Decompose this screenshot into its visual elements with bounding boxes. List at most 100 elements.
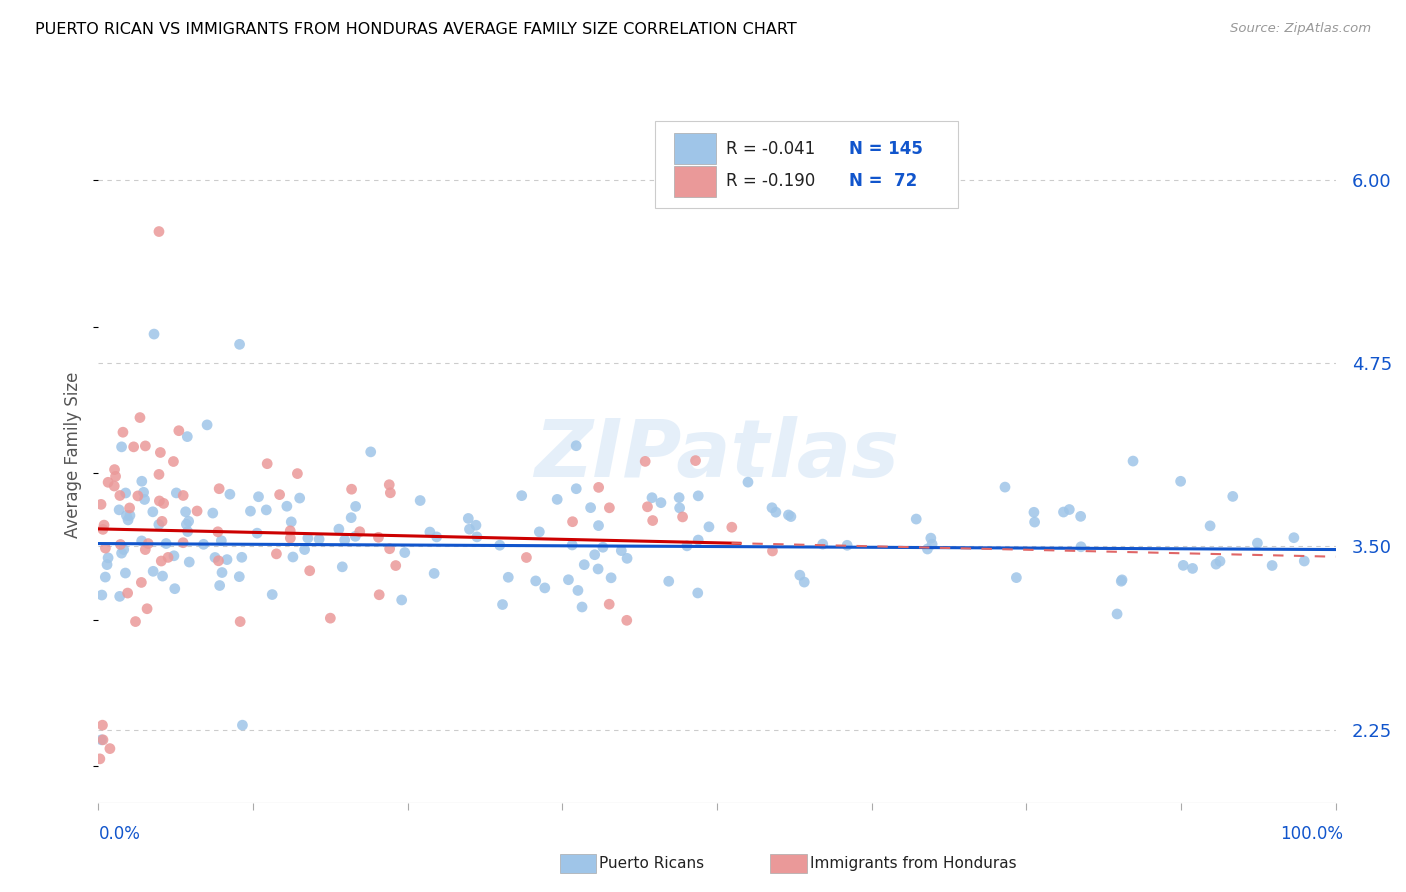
Point xyxy=(686,586,709,600)
Point xyxy=(207,524,229,539)
Point xyxy=(134,542,156,557)
Point xyxy=(328,522,350,536)
Point xyxy=(174,505,197,519)
Point xyxy=(136,536,159,550)
Text: Source: ZipAtlas.com: Source: ZipAtlas.com xyxy=(1230,22,1371,36)
Point xyxy=(231,718,253,732)
Point xyxy=(177,514,200,528)
Point xyxy=(561,515,583,529)
Point xyxy=(114,566,136,580)
Point xyxy=(1246,536,1268,550)
Point xyxy=(176,429,198,443)
Point xyxy=(391,593,413,607)
Point xyxy=(204,550,226,565)
Point xyxy=(340,482,363,496)
Point xyxy=(108,590,131,604)
Point xyxy=(1261,558,1284,573)
Point xyxy=(658,574,681,589)
Point xyxy=(458,522,481,536)
Point xyxy=(269,488,291,502)
Point xyxy=(148,467,170,482)
Point xyxy=(565,482,588,496)
Point xyxy=(89,752,111,766)
Text: N = 145: N = 145 xyxy=(849,140,924,158)
Point xyxy=(917,541,939,556)
Point xyxy=(165,486,187,500)
Point xyxy=(90,497,112,511)
Point xyxy=(280,531,302,545)
Point xyxy=(111,425,134,440)
Point xyxy=(1173,558,1195,573)
Point xyxy=(179,555,201,569)
Point xyxy=(394,545,416,559)
Point xyxy=(256,457,278,471)
Point xyxy=(97,550,120,565)
Point xyxy=(616,551,638,566)
Point xyxy=(90,588,112,602)
Point xyxy=(1111,573,1133,587)
Point xyxy=(207,554,229,568)
Point xyxy=(186,504,208,518)
Point xyxy=(330,559,353,574)
Point xyxy=(112,542,135,557)
Text: R = -0.041: R = -0.041 xyxy=(725,140,815,158)
Point xyxy=(195,417,218,432)
Point xyxy=(280,515,302,529)
Point xyxy=(208,482,231,496)
Point xyxy=(905,512,928,526)
Point xyxy=(419,524,441,539)
Point xyxy=(131,575,153,590)
Point xyxy=(117,513,139,527)
Point xyxy=(668,500,690,515)
Point xyxy=(167,424,190,438)
Point xyxy=(1282,531,1305,545)
Point xyxy=(761,500,783,515)
Point xyxy=(616,613,638,627)
Point xyxy=(288,491,311,505)
Point xyxy=(1005,571,1028,585)
Point xyxy=(1070,509,1092,524)
Point xyxy=(134,492,156,507)
Point xyxy=(837,538,859,552)
Point xyxy=(209,533,232,548)
Point xyxy=(152,569,174,583)
Point xyxy=(533,581,555,595)
Point xyxy=(579,500,602,515)
Text: Puerto Ricans: Puerto Ricans xyxy=(599,856,704,871)
Point xyxy=(641,514,664,528)
Point xyxy=(152,496,174,510)
Point xyxy=(360,445,382,459)
Point xyxy=(920,531,942,545)
Point xyxy=(1199,519,1222,533)
Point xyxy=(136,601,159,615)
Point xyxy=(239,504,262,518)
Point xyxy=(676,539,699,553)
Point xyxy=(524,574,547,588)
Text: ZIPatlas: ZIPatlas xyxy=(534,416,900,494)
Point xyxy=(115,508,138,523)
Point xyxy=(586,562,609,576)
Point xyxy=(91,732,114,747)
Point xyxy=(1052,505,1074,519)
Point xyxy=(1070,540,1092,554)
Point xyxy=(1170,475,1192,489)
Point xyxy=(634,454,657,468)
Point xyxy=(571,600,593,615)
Point xyxy=(131,475,153,489)
Text: N =  72: N = 72 xyxy=(849,172,918,191)
Point xyxy=(344,500,367,514)
Point xyxy=(546,492,568,507)
Text: 0.0%: 0.0% xyxy=(98,825,141,843)
Point xyxy=(208,578,231,592)
Point xyxy=(97,475,120,490)
Point xyxy=(510,489,533,503)
Point xyxy=(685,453,707,467)
Point xyxy=(176,524,198,539)
Point xyxy=(148,494,170,508)
Point xyxy=(150,514,173,528)
Point xyxy=(114,486,136,500)
Point xyxy=(94,541,117,555)
Point xyxy=(287,467,309,481)
Point xyxy=(162,454,184,468)
Point xyxy=(423,566,446,581)
